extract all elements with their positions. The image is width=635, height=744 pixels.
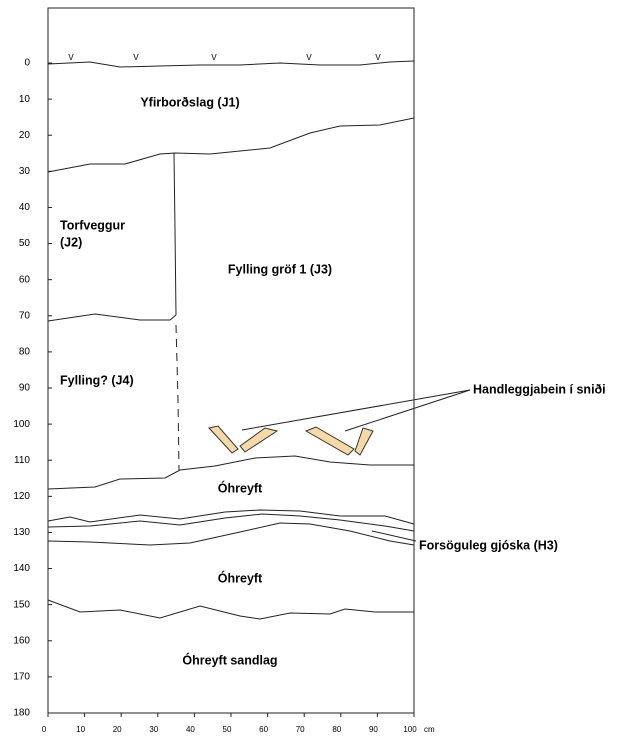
x-tick-label: 40	[186, 725, 195, 734]
y-tick-label: 170	[13, 672, 30, 683]
bone	[239, 427, 279, 453]
y-tick-label: 0	[24, 58, 30, 69]
x-tick-label: 10	[76, 725, 85, 734]
x-unit: cm	[424, 725, 435, 734]
j2-boundary	[47, 313, 177, 322]
leader-line	[241, 389, 471, 431]
annotation: Forsöguleg gjóska (H3)	[419, 538, 558, 552]
vegetation-mark: v	[133, 51, 139, 63]
vegetation-mark: v	[68, 51, 74, 63]
x-tick-label: 50	[223, 725, 232, 734]
surface-line	[47, 60, 415, 68]
j3-j4-boundary	[47, 455, 414, 490]
x-tick-label: 30	[149, 725, 158, 734]
y-tick-label: 10	[19, 94, 31, 105]
y-tick-label: 40	[19, 202, 31, 213]
layer-label: Óhreyft	[218, 570, 263, 585]
y-tick-label: 20	[19, 130, 31, 141]
y-tick-label: 180	[13, 708, 30, 719]
j1-boundary	[47, 117, 415, 173]
y-tick-label: 150	[13, 599, 30, 610]
annotation: Handleggjabein í sniði	[473, 382, 606, 396]
y-tick-label: 80	[19, 347, 31, 358]
vegetation-mark: v	[211, 51, 217, 63]
bone	[208, 425, 239, 454]
x-tick-label: 90	[369, 725, 378, 734]
tephra-top	[47, 513, 415, 532]
layer-label: Torfveggur	[60, 218, 125, 232]
y-tick-label: 140	[13, 563, 30, 574]
layer-label: Yfirborðslag (J1)	[140, 95, 239, 109]
y-tick-label: 110	[14, 455, 30, 466]
x-tick-label: 20	[113, 725, 122, 734]
layer-label: Óhreyft	[218, 480, 263, 495]
undisturbed-boundary	[47, 509, 415, 525]
x-tick-label: 100	[403, 725, 417, 734]
y-tick-label: 120	[13, 491, 30, 502]
y-tick-label: 30	[19, 166, 31, 177]
leader-line	[344, 389, 471, 432]
layer-label: Óhreyft sandlag	[182, 652, 277, 667]
j2-edge	[173, 152, 177, 316]
leader-line	[371, 530, 417, 542]
bone	[304, 426, 355, 456]
sand-boundary	[47, 599, 414, 620]
x-tick-label: 70	[296, 725, 305, 734]
layer-label: Fylling gröf 1 (J3)	[228, 262, 332, 276]
x-tick-label: 80	[332, 725, 341, 734]
y-tick-label: 100	[13, 419, 30, 430]
layer-label: (J2)	[60, 235, 82, 249]
y-tick-label: 70	[19, 310, 31, 321]
j3-dashed-edge	[175, 324, 180, 471]
y-tick-label: 50	[19, 238, 31, 249]
x-tick-label: 0	[42, 725, 47, 734]
y-tick-label: 60	[19, 274, 31, 285]
vegetation-mark: v	[375, 51, 381, 63]
bone	[354, 427, 374, 456]
vegetation-mark: v	[306, 51, 312, 63]
tephra-bottom	[47, 522, 415, 546]
x-tick-label: 60	[259, 725, 268, 734]
layer-label: Fylling? (J4)	[60, 373, 134, 387]
y-tick-label: 160	[13, 635, 30, 646]
y-tick-label: 90	[19, 383, 31, 394]
section-frame	[47, 7, 415, 714]
y-tick-label: 130	[13, 527, 30, 538]
